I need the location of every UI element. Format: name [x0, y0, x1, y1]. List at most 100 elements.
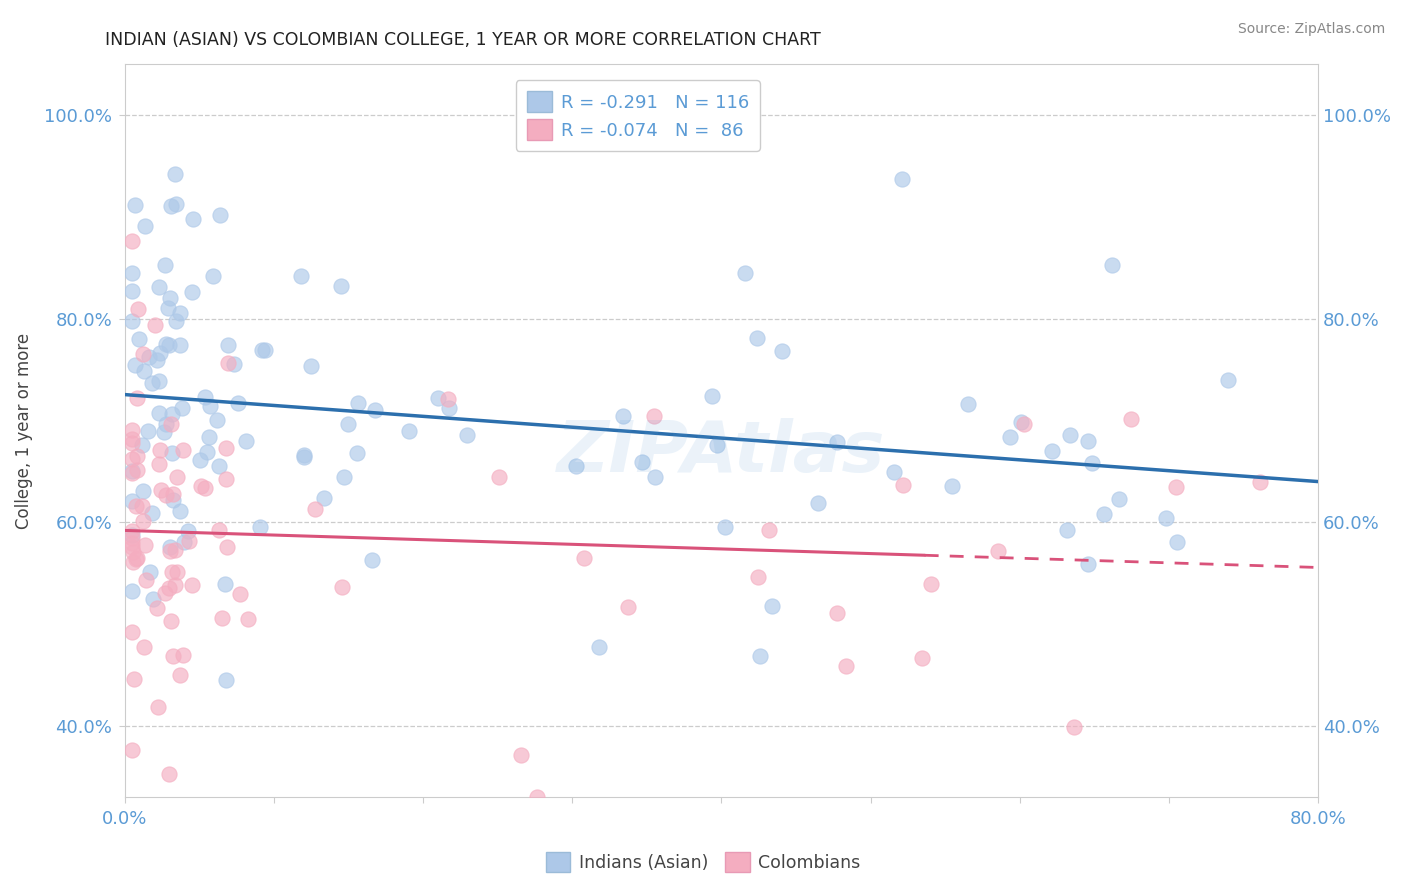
- Point: [437, 392, 460, 406]
- Point: [299, 359, 322, 374]
- Point: [172, 443, 194, 458]
- Point: [141, 506, 163, 520]
- Point: [254, 343, 277, 357]
- Point: [166, 197, 188, 211]
- Point: [292, 448, 315, 462]
- Point: [138, 350, 160, 364]
- Point: [214, 577, 236, 591]
- Point: [290, 268, 312, 283]
- Point: [835, 658, 858, 673]
- Point: [209, 208, 232, 222]
- Point: [166, 470, 188, 484]
- Point: [125, 550, 148, 565]
- Point: [249, 520, 271, 534]
- Point: [734, 267, 756, 281]
- Point: [121, 743, 143, 757]
- Point: [141, 376, 163, 390]
- Point: [156, 301, 179, 315]
- Point: [761, 599, 783, 613]
- Point: [332, 470, 354, 484]
- Point: [160, 565, 183, 579]
- Point: [153, 425, 176, 439]
- Point: [1081, 456, 1104, 470]
- Point: [122, 545, 145, 559]
- Point: [121, 541, 143, 555]
- Point: [172, 648, 194, 663]
- Point: [121, 584, 143, 599]
- Point: [1063, 720, 1085, 734]
- Point: [136, 424, 159, 438]
- Point: [215, 472, 238, 486]
- Point: [181, 211, 204, 226]
- Point: [162, 648, 184, 663]
- Point: [159, 417, 181, 431]
- Point: [122, 672, 145, 686]
- Point: [153, 585, 176, 599]
- Point: [1101, 258, 1123, 272]
- Point: [148, 457, 170, 471]
- Point: [205, 413, 228, 427]
- Point: [169, 668, 191, 682]
- Point: [314, 491, 336, 505]
- Point: [125, 391, 148, 405]
- Point: [121, 528, 143, 542]
- Point: [747, 331, 769, 345]
- Point: [617, 600, 640, 615]
- Point: [987, 544, 1010, 558]
- Point: [346, 446, 368, 460]
- Point: [155, 337, 177, 351]
- Point: [1092, 507, 1115, 521]
- Point: [163, 542, 186, 557]
- Point: [159, 540, 181, 554]
- Point: [911, 651, 934, 665]
- Point: [222, 357, 245, 371]
- Point: [169, 504, 191, 518]
- Point: [135, 573, 157, 587]
- Point: [149, 345, 172, 359]
- Point: [173, 534, 195, 549]
- Point: [134, 538, 156, 552]
- Point: [148, 699, 170, 714]
- Point: [526, 790, 548, 805]
- Point: [121, 234, 143, 248]
- Y-axis label: College, 1 year or more: College, 1 year or more: [15, 333, 32, 529]
- Point: [758, 523, 780, 537]
- Text: ZIPAtlas: ZIPAtlas: [557, 418, 886, 487]
- Point: [169, 337, 191, 351]
- Point: [1077, 558, 1099, 572]
- Point: [1042, 443, 1064, 458]
- Point: [1166, 535, 1188, 549]
- Point: [195, 445, 218, 459]
- Point: [998, 430, 1021, 444]
- Text: Source: ZipAtlas.com: Source: ZipAtlas.com: [1237, 22, 1385, 37]
- Point: [124, 198, 146, 212]
- Point: [142, 591, 165, 606]
- Point: [1249, 475, 1271, 490]
- Point: [200, 399, 222, 413]
- Point: [891, 478, 914, 492]
- Point: [643, 409, 665, 423]
- Point: [121, 436, 143, 450]
- Point: [125, 463, 148, 477]
- Point: [160, 198, 183, 212]
- Point: [770, 343, 793, 358]
- Point: [166, 565, 188, 579]
- Point: [125, 551, 148, 566]
- Point: [134, 363, 156, 377]
- Point: [825, 434, 848, 449]
- Point: [236, 612, 259, 626]
- Point: [160, 614, 183, 628]
- Point: [1010, 415, 1032, 429]
- Point: [121, 314, 143, 328]
- Point: [427, 391, 450, 405]
- Point: [807, 496, 830, 510]
- Point: [169, 306, 191, 320]
- Point: [121, 423, 143, 437]
- Point: [121, 536, 143, 550]
- Point: [172, 401, 194, 416]
- Point: [827, 606, 849, 620]
- Point: [748, 648, 770, 663]
- Point: [250, 343, 273, 357]
- Point: [143, 318, 166, 332]
- Point: [215, 441, 238, 455]
